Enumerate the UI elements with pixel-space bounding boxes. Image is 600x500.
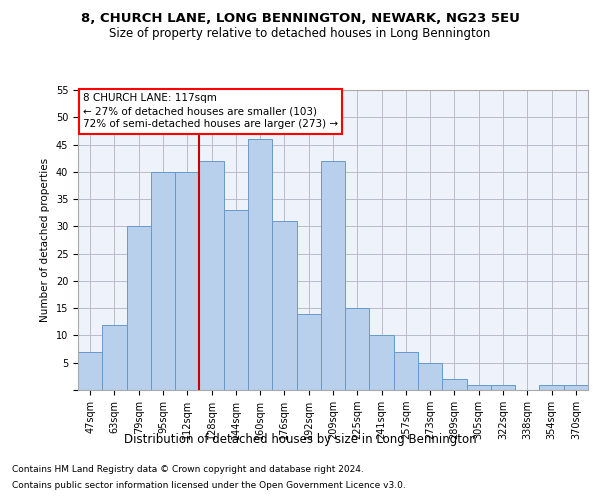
Bar	[175, 172, 199, 390]
Bar	[127, 226, 151, 390]
Text: 8 CHURCH LANE: 117sqm
← 27% of detached houses are smaller (103)
72% of semi-det: 8 CHURCH LANE: 117sqm ← 27% of detached …	[83, 93, 338, 130]
Text: Distribution of detached houses by size in Long Bennington: Distribution of detached houses by size …	[124, 432, 476, 446]
Text: Contains HM Land Registry data © Crown copyright and database right 2024.: Contains HM Land Registry data © Crown c…	[12, 466, 364, 474]
Bar	[394, 352, 418, 390]
Bar	[296, 314, 321, 390]
Bar	[321, 161, 345, 390]
Bar	[491, 384, 515, 390]
Bar	[345, 308, 370, 390]
Bar	[370, 336, 394, 390]
Bar	[539, 384, 564, 390]
Bar	[442, 379, 467, 390]
Bar	[248, 139, 272, 390]
Bar	[467, 384, 491, 390]
Text: Contains public sector information licensed under the Open Government Licence v3: Contains public sector information licen…	[12, 480, 406, 490]
Y-axis label: Number of detached properties: Number of detached properties	[40, 158, 50, 322]
Text: Size of property relative to detached houses in Long Bennington: Size of property relative to detached ho…	[109, 28, 491, 40]
Bar	[199, 161, 224, 390]
Bar	[151, 172, 175, 390]
Bar	[224, 210, 248, 390]
Text: 8, CHURCH LANE, LONG BENNINGTON, NEWARK, NG23 5EU: 8, CHURCH LANE, LONG BENNINGTON, NEWARK,…	[80, 12, 520, 26]
Bar	[102, 324, 127, 390]
Bar	[78, 352, 102, 390]
Bar	[564, 384, 588, 390]
Bar	[418, 362, 442, 390]
Bar	[272, 221, 296, 390]
